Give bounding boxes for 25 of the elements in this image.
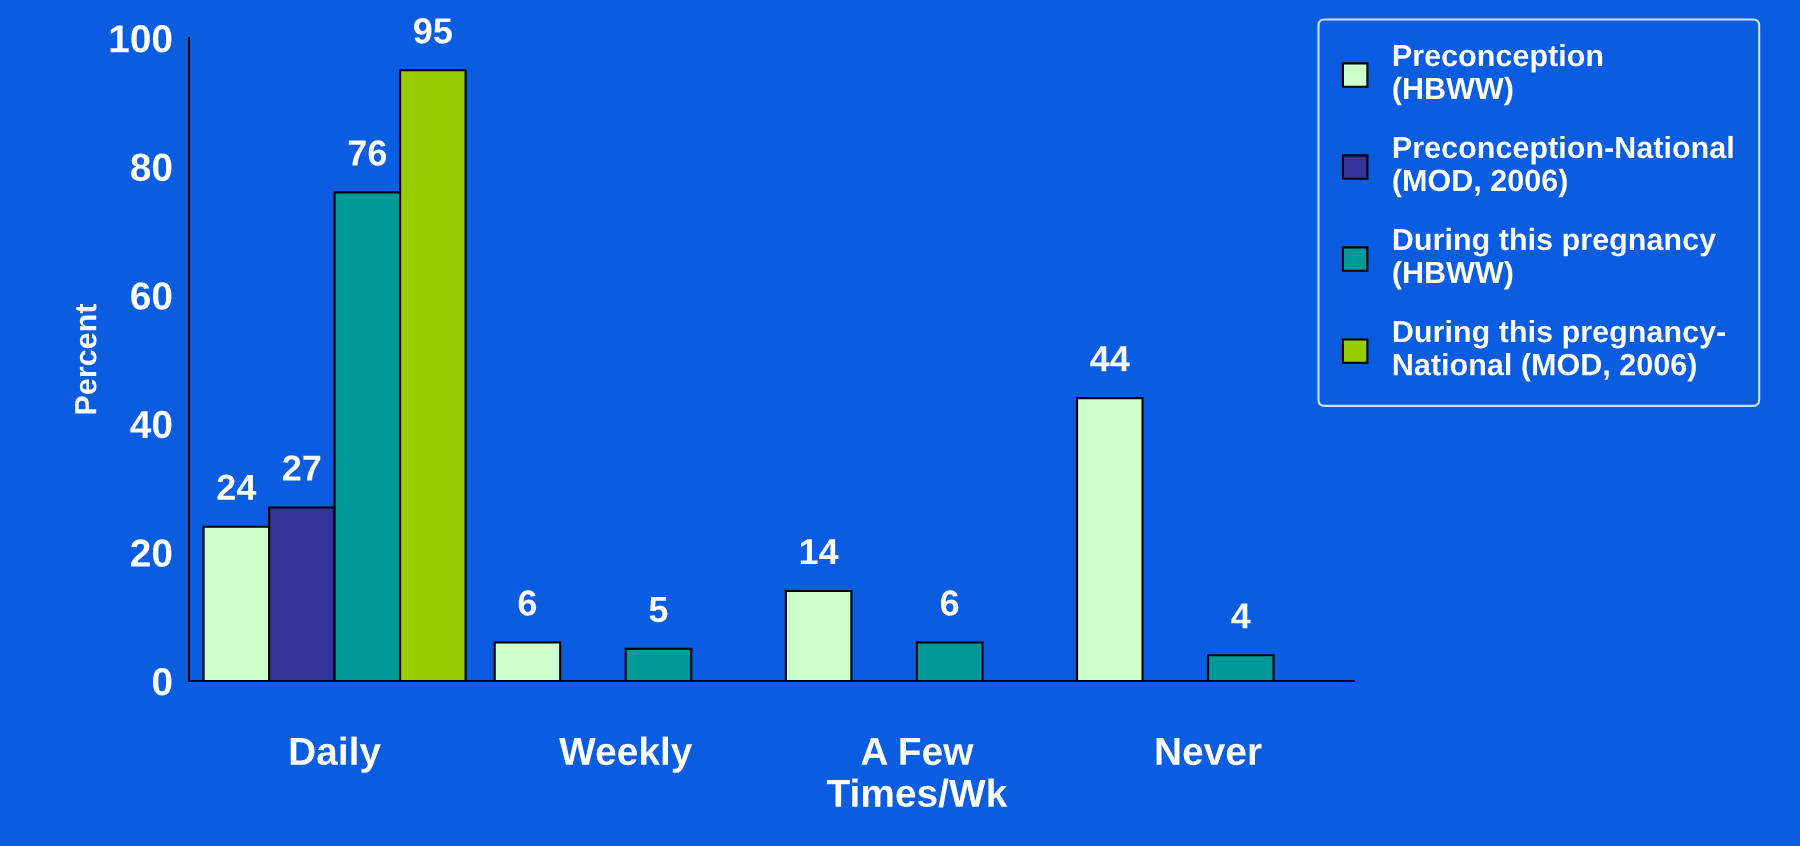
- legend-label: During this pregnancy (HBWW): [1393, 227, 1716, 290]
- x-tick-label: Daily: [290, 736, 381, 773]
- x-tick-label: Never: [1156, 738, 1262, 766]
- data-label: 95: [414, 18, 452, 44]
- data-label: 44: [1090, 346, 1130, 372]
- y-tick-label: 20: [131, 539, 172, 567]
- y-tick-label: 60: [131, 282, 172, 310]
- legend-label: Preconception (HBWW): [1393, 43, 1603, 106]
- y-tick-label: 40: [130, 410, 172, 439]
- data-label: 6: [940, 590, 959, 616]
- y-tick-label: 80: [131, 153, 172, 182]
- data-label: 14: [800, 539, 839, 565]
- y-tick-label: 100: [110, 25, 172, 53]
- data-label: 24: [217, 474, 257, 500]
- data-label: 5: [649, 597, 668, 623]
- data-label: 6: [518, 590, 537, 616]
- legend-label: Preconception-National (MOD, 2006): [1393, 135, 1733, 198]
- data-label: 27: [282, 455, 321, 481]
- y-axis-title: Percent: [75, 303, 97, 414]
- data-label: 76: [348, 140, 387, 166]
- x-tick-label: A Few Times/Wk: [826, 738, 1008, 808]
- y-tick-label: 0: [152, 667, 172, 696]
- data-label: 4: [1231, 603, 1251, 629]
- x-tick-label: Weekly: [559, 736, 693, 773]
- legend-label: During this pregnancy- National (MOD, 2006): [1393, 319, 1726, 382]
